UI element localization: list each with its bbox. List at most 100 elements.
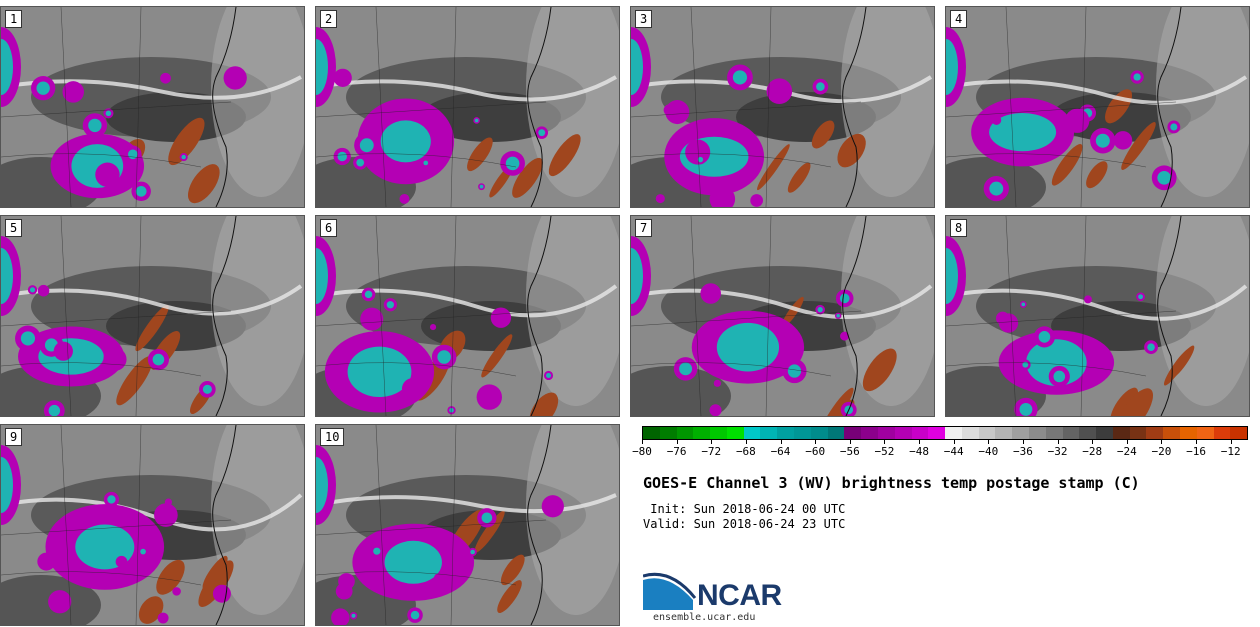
water-vapor-imagery [946, 216, 1249, 416]
colorbar-tick-label: −52 [874, 445, 895, 458]
colorbar-swatch [1096, 427, 1113, 439]
panel-number: 7 [635, 219, 653, 237]
colorbar-swatch [693, 427, 711, 439]
colorbar-tick [642, 440, 643, 444]
map-panel-9: 9 [0, 424, 305, 626]
map-panel-3: 3 [630, 6, 935, 208]
init-time: Init: Sun 2018-06-24 00 UTC [643, 502, 846, 516]
colorbar-tick-label: −12 [1220, 445, 1241, 458]
colorbar-tick-label: −44 [943, 445, 964, 458]
colorbar-swatch [726, 427, 744, 439]
colorbar-swatch [827, 427, 845, 439]
panel-number: 8 [950, 219, 968, 237]
colorbar-tick [676, 440, 678, 444]
map-panel-1: 1 [0, 6, 305, 208]
map-panel-7: 7 [630, 215, 935, 417]
panel-number: 9 [5, 428, 23, 446]
water-vapor-imagery [631, 216, 934, 416]
colorbar-tick-label: −32 [1047, 445, 1068, 458]
colorbar-swatch [1112, 427, 1130, 439]
colorbar [642, 426, 1248, 440]
colorbar-swatch [1062, 427, 1080, 439]
water-vapor-imagery [316, 7, 619, 207]
colorbar-tick [919, 440, 921, 444]
colorbar-tick-label: −60 [805, 445, 826, 458]
colorbar-tick [988, 440, 990, 444]
panel-number: 2 [320, 10, 338, 28]
colorbar-tick-label: −16 [1186, 445, 1206, 458]
map-panel-8: 8 [945, 215, 1250, 417]
colorbar-swatch [1196, 427, 1214, 439]
colorbar-swatch [710, 427, 727, 439]
map-panel-5: 5 [0, 215, 305, 417]
colorbar-tick [745, 440, 747, 444]
colorbar-swatch [1146, 427, 1164, 439]
colorbar-swatch [995, 427, 1013, 439]
panel-number: 3 [635, 10, 653, 28]
water-vapor-imagery [316, 425, 619, 625]
map-panel-4: 4 [945, 6, 1250, 208]
colorbar-tick [953, 440, 955, 444]
colorbar-tick-label: −64 [770, 445, 791, 458]
colorbar-swatch [945, 427, 962, 439]
colorbar-swatch [961, 427, 979, 439]
colorbar-swatch [643, 427, 660, 439]
colorbar-swatch [894, 427, 912, 439]
figure-title: GOES-E Channel 3 (WV) brightness temp po… [643, 474, 1140, 492]
water-vapor-imagery [631, 7, 934, 207]
colorbar-tick-label: −68 [735, 445, 756, 458]
panel-number: 1 [5, 10, 23, 28]
water-vapor-imagery [316, 216, 619, 416]
colorbar-swatch [911, 427, 929, 439]
colorbar-swatch [760, 427, 778, 439]
colorbar-tick-label: −20 [1151, 445, 1172, 458]
colorbar-tick-label: −56 [839, 445, 860, 458]
colorbar-tick-label: −72 [701, 445, 722, 458]
colorbar-swatch [1028, 427, 1046, 439]
colorbar-swatch [1129, 427, 1147, 439]
colorbar-tick-label: −48 [909, 445, 929, 458]
colorbar-tick [1161, 440, 1163, 444]
colorbar-swatch [877, 427, 895, 439]
map-panel-2: 2 [315, 6, 620, 208]
colorbar-tick [1196, 440, 1198, 444]
ncar-logo-icon [643, 572, 697, 610]
colorbar-tick [780, 440, 782, 444]
colorbar-swatch [1045, 427, 1063, 439]
colorbar-tick-label: −24 [1116, 445, 1137, 458]
panel-number: 10 [320, 428, 345, 446]
colorbar-ticks: −80 −76 −72 −68 −64 −60 −56 −52 −48 −44 −40 −36 −32 −… [632, 440, 1248, 462]
water-vapor-imagery [1, 425, 304, 625]
colorbar-tick-label: −40 [978, 445, 999, 458]
colorbar-tick [1057, 440, 1059, 444]
colorbar-swatch [1012, 427, 1029, 439]
colorbar-swatch [659, 427, 677, 439]
ncar-logo-text: NCAR [697, 579, 782, 612]
valid-time: Valid: Sun 2018-06-24 23 UTC [643, 517, 846, 531]
colorbar-swatch [844, 427, 862, 439]
panel-number: 6 [320, 219, 338, 237]
colorbar-tick [815, 440, 817, 444]
colorbar-swatch [794, 427, 811, 439]
water-vapor-imagery [1, 216, 304, 416]
colorbar-swatch [743, 427, 761, 439]
colorbar-tick-label: −28 [1082, 445, 1103, 458]
colorbar-swatch [676, 427, 694, 439]
colorbar-tick [849, 440, 851, 444]
colorbar-swatch [1163, 427, 1180, 439]
water-vapor-imagery [946, 7, 1249, 207]
colorbar-tick [1022, 440, 1024, 444]
colorbar-swatch [810, 427, 828, 439]
colorbar-swatch [928, 427, 946, 439]
map-panel-10: 10 [315, 424, 620, 626]
panel-number: 4 [950, 10, 968, 28]
colorbar-tick-label: −36 [1012, 445, 1033, 458]
colorbar-swatch [861, 427, 878, 439]
colorbar-tick [1230, 440, 1232, 444]
water-vapor-imagery [1, 7, 304, 207]
colorbar-swatch [1213, 427, 1231, 439]
colorbar-swatch [1180, 427, 1197, 439]
colorbar-swatch [1230, 427, 1248, 439]
colorbar-swatch [1079, 427, 1097, 439]
colorbar-swatch [978, 427, 996, 439]
